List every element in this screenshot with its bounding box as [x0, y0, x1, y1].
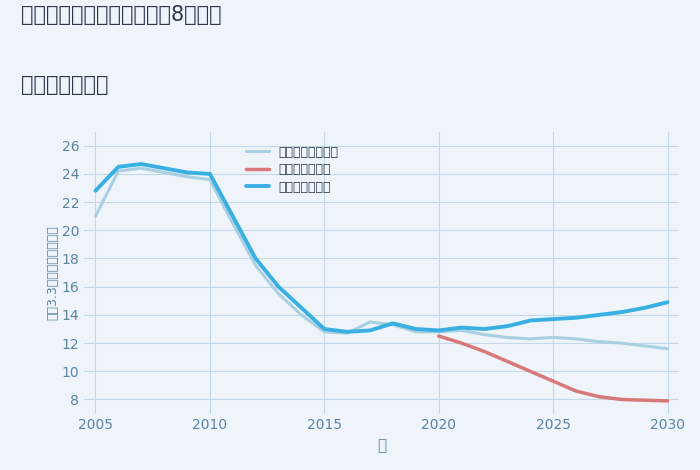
ノーマルシナリオ	[137, 165, 146, 171]
バッドシナリオ	[503, 359, 512, 364]
グッドシナリオ	[91, 188, 99, 194]
バッドシナリオ	[549, 378, 557, 384]
バッドシナリオ	[617, 397, 626, 402]
グッドシナリオ	[480, 326, 489, 332]
グッドシナリオ	[549, 316, 557, 322]
グッドシナリオ	[412, 326, 420, 332]
グッドシナリオ	[343, 329, 351, 335]
ノーマルシナリオ	[412, 329, 420, 335]
ノーマルシナリオ	[298, 312, 306, 318]
グッドシナリオ	[206, 171, 214, 177]
グッドシナリオ	[664, 299, 672, 305]
グッドシナリオ	[595, 312, 603, 318]
ノーマルシナリオ	[640, 343, 649, 349]
バッドシナリオ	[640, 397, 649, 403]
Legend: ノーマルシナリオ, バッドシナリオ, グッドシナリオ: ノーマルシナリオ, バッドシナリオ, グッドシナリオ	[244, 143, 341, 196]
ノーマルシナリオ	[664, 346, 672, 352]
Line: ノーマルシナリオ: ノーマルシナリオ	[95, 168, 668, 349]
バッドシナリオ	[457, 340, 466, 346]
グッドシナリオ	[435, 328, 443, 333]
ノーマルシナリオ	[206, 177, 214, 182]
ノーマルシナリオ	[480, 332, 489, 337]
ノーマルシナリオ	[366, 319, 375, 325]
ノーマルシナリオ	[320, 329, 328, 335]
グッドシナリオ	[251, 256, 260, 261]
ノーマルシナリオ	[91, 213, 99, 219]
バッドシナリオ	[480, 349, 489, 354]
グッドシナリオ	[298, 305, 306, 311]
ノーマルシナリオ	[526, 336, 535, 342]
ノーマルシナリオ	[503, 335, 512, 340]
グッドシナリオ	[320, 326, 328, 332]
バッドシナリオ	[572, 388, 580, 394]
グッドシナリオ	[457, 325, 466, 330]
Line: グッドシナリオ: グッドシナリオ	[95, 164, 668, 332]
ノーマルシナリオ	[572, 336, 580, 342]
Text: 土地の価格推移: 土地の価格推移	[21, 75, 108, 95]
ノーマルシナリオ	[389, 322, 397, 328]
グッドシナリオ	[503, 323, 512, 329]
グッドシナリオ	[137, 161, 146, 167]
グッドシナリオ	[389, 321, 397, 326]
ノーマルシナリオ	[114, 168, 122, 174]
グッドシナリオ	[366, 328, 375, 333]
ノーマルシナリオ	[251, 263, 260, 268]
バッドシナリオ	[664, 398, 672, 404]
Text: 三重県名張市つつじが丘北8番町の: 三重県名張市つつじが丘北8番町の	[21, 5, 222, 25]
グッドシナリオ	[274, 284, 283, 290]
ノーマルシナリオ	[343, 330, 351, 336]
ノーマルシナリオ	[183, 174, 191, 180]
バッドシナリオ	[526, 368, 535, 374]
ノーマルシナリオ	[435, 329, 443, 335]
Y-axis label: 坪（3.3㎡）単価（万円）: 坪（3.3㎡）単価（万円）	[47, 225, 60, 320]
グッドシナリオ	[228, 213, 237, 219]
ノーマルシナリオ	[274, 291, 283, 297]
バッドシナリオ	[595, 394, 603, 399]
X-axis label: 年: 年	[377, 438, 386, 453]
ノーマルシナリオ	[617, 340, 626, 346]
ノーマルシナリオ	[595, 339, 603, 345]
Line: バッドシナリオ: バッドシナリオ	[439, 336, 668, 401]
ノーマルシナリオ	[228, 220, 237, 226]
グッドシナリオ	[572, 315, 580, 321]
グッドシナリオ	[640, 305, 649, 311]
グッドシナリオ	[114, 164, 122, 170]
グッドシナリオ	[160, 165, 168, 171]
グッドシナリオ	[183, 170, 191, 175]
バッドシナリオ	[435, 333, 443, 339]
ノーマルシナリオ	[457, 328, 466, 333]
ノーマルシナリオ	[549, 335, 557, 340]
グッドシナリオ	[617, 309, 626, 315]
グッドシナリオ	[526, 318, 535, 323]
ノーマルシナリオ	[160, 170, 168, 175]
